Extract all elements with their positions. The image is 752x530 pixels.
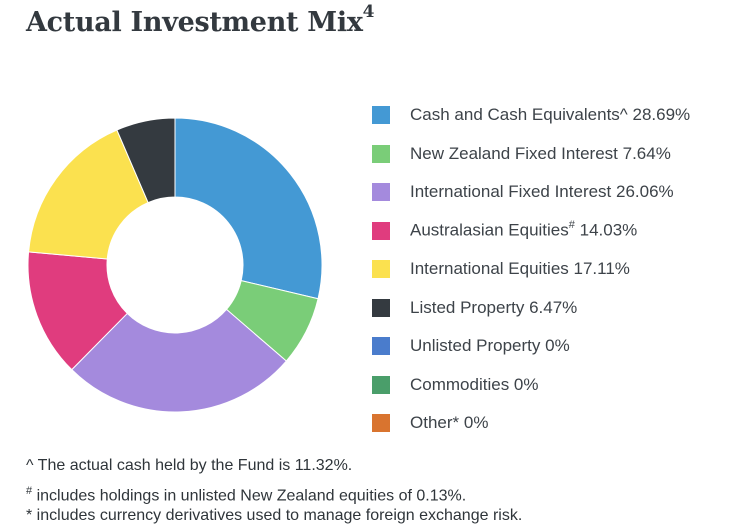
legend-label: Commodities 0% (410, 375, 539, 395)
legend-item-international-fixed-interest: International Fixed Interest 26.06% (372, 173, 690, 212)
legend-value: 17.11% (568, 259, 630, 279)
legend-swatch (372, 414, 390, 433)
legend-mark: ^ (619, 105, 628, 125)
chart-title-footnote: 4 (362, 2, 375, 22)
legend-label: International Equities 17.11% (410, 259, 630, 279)
footnote-mark: # (26, 485, 33, 497)
legend-swatch (372, 375, 390, 394)
legend-label: New Zealand Fixed Interest 7.64% (410, 144, 671, 164)
legend-item-unlisted-property: Unlisted Property 0% (372, 327, 690, 366)
legend-name: Australasian Equities (410, 221, 569, 241)
legend-swatch (372, 183, 390, 202)
donut-slice-international-equities (28, 129, 149, 260)
donut-slice-cash-and-cash-equivalents (174, 117, 323, 300)
legend-name: Commodities (410, 374, 510, 394)
footnote-text: includes holdings in unlisted New Zealan… (32, 487, 467, 505)
legend-swatch (372, 260, 390, 279)
legend-swatch (372, 221, 390, 240)
legend-label: International Fixed Interest 26.06% (410, 182, 674, 202)
legend-name: Cash and Cash Equivalents (410, 105, 620, 125)
legend-item-international-equities: International Equities 17.11% (372, 250, 690, 289)
legend-swatch (372, 337, 390, 356)
footnote-text: The actual cash held by the Fund is 11.3… (33, 457, 353, 474)
legend-value: 28.69% (627, 105, 691, 125)
legend-item-australasian-equities: Australasian Equities# 14.03% (372, 212, 690, 251)
legend-item-cash-and-cash-equivalents: Cash and Cash Equivalents^ 28.69% (372, 96, 690, 135)
chart-title-text: Actual Investment Mix (26, 7, 363, 38)
legend-swatch (372, 106, 390, 125)
legend-label: Listed Property 6.47% (410, 298, 577, 318)
legend-mark: * (452, 413, 460, 433)
legend-name: International Equities (410, 259, 569, 279)
legend-value: 14.03% (574, 221, 638, 241)
footnote: # includes holdings in unlisted New Zeal… (26, 480, 522, 505)
legend-name: New Zealand Fixed Interest (410, 143, 618, 163)
footnote-mark: * (26, 507, 33, 524)
footnote: ^ The actual cash held by the Fund is 11… (26, 455, 522, 480)
donut-slice-international-fixed-interest (71, 308, 288, 413)
legend-name: Unlisted Property (410, 336, 541, 356)
footnote-mark: ^ (26, 457, 34, 474)
legend-value: 7.64% (617, 143, 671, 163)
legend-mark: # (568, 219, 575, 232)
chart-legend: Cash and Cash Equivalents^ 28.69% New Zea… (372, 96, 690, 443)
legend-swatch (372, 298, 390, 317)
legend-value: 0% (459, 413, 489, 433)
legend-value: 6.47% (524, 297, 578, 317)
legend-swatch (372, 144, 390, 163)
donut-slice-listed-property (116, 117, 176, 204)
legend-label: Other* 0% (410, 413, 488, 433)
donut-chart (27, 117, 323, 413)
chart-title: Actual Investment Mix4 (26, 2, 374, 38)
legend-name: Other (410, 413, 453, 433)
legend-item-other: Other* 0% (372, 404, 690, 443)
footnote-text: includes currency derivatives used to ma… (32, 507, 523, 524)
legend-value: 0% (509, 374, 539, 394)
legend-label: Unlisted Property 0% (410, 336, 570, 356)
legend-name: Listed Property (410, 297, 525, 317)
legend-item-listed-property: Listed Property 6.47% (372, 289, 690, 328)
footnotes: ^ The actual cash held by the Fund is 11… (26, 455, 522, 530)
legend-value: 26.06% (611, 182, 674, 202)
legend-label: Cash and Cash Equivalents^ 28.69% (410, 105, 690, 125)
legend-name: International Fixed Interest (410, 182, 612, 202)
legend-label: Australasian Equities# 14.03% (410, 219, 638, 241)
footnote: * includes currency derivatives used to … (26, 505, 522, 530)
legend-value: 0% (540, 336, 570, 356)
legend-item-commodities: Commodities 0% (372, 366, 690, 405)
legend-item-new-zealand-fixed-interest: New Zealand Fixed Interest 7.64% (372, 135, 690, 174)
